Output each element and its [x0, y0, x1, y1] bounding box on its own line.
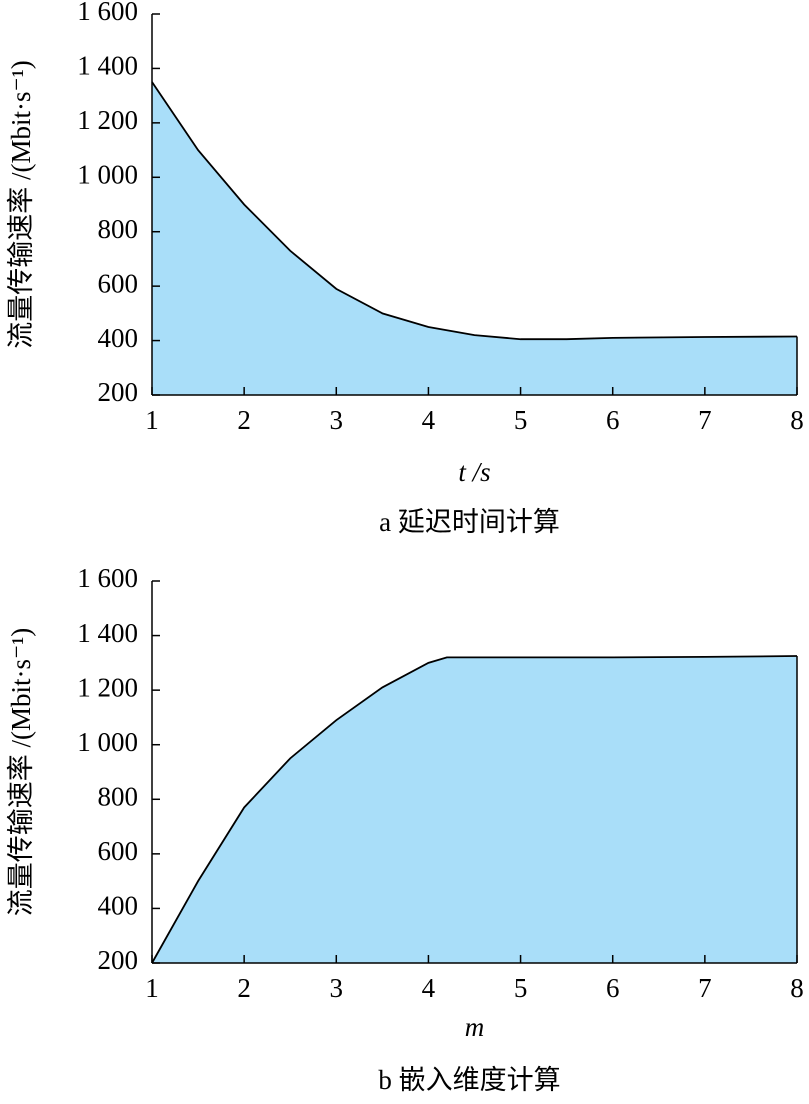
y-tick-label: 400: [98, 891, 139, 921]
x-tick-label: 8: [790, 405, 804, 435]
y-tick-label: 600: [98, 836, 139, 866]
x-tick-label: 6: [606, 973, 620, 1003]
area: [152, 82, 797, 396]
x-tick-label: 7: [698, 973, 712, 1003]
x-axis-label: m: [465, 1012, 485, 1042]
y-tick-label: 1 400: [77, 618, 138, 648]
x-tick-label: 2: [237, 405, 251, 435]
x-tick-label: 4: [422, 973, 436, 1003]
x-tick-label: 5: [514, 405, 528, 435]
x-tick-label: 2: [237, 973, 251, 1003]
y-tick-label: 1 200: [77, 105, 138, 135]
y-axis-label: 流量传输速率 /(Mbit·s⁻¹): [6, 628, 36, 917]
y-tick-label: 1 200: [77, 672, 138, 702]
y-tick-label: 200: [98, 945, 139, 975]
line: [151, 81, 798, 341]
y-axis-label: 流量传输速率 /(Mbit·s⁻¹): [6, 60, 36, 349]
y-tick-label: 800: [98, 214, 139, 244]
line: [151, 655, 798, 964]
area: [152, 656, 797, 963]
caption: a 延迟时间计算: [379, 507, 560, 537]
y-tick-label: 1 000: [77, 159, 138, 189]
caption: b 嵌入维度计算: [378, 1065, 560, 1095]
y-tick-label: 800: [98, 781, 139, 811]
y-tick-label: 400: [98, 323, 139, 353]
y-tick-label: 1 400: [77, 51, 138, 81]
x-tick-label: 5: [514, 973, 528, 1003]
y-tick-label: 200: [98, 377, 139, 407]
x-tick-label: 8: [790, 973, 804, 1003]
x-axis-label: t /s: [458, 457, 490, 487]
y-tick-label: 1 000: [77, 727, 138, 757]
y-tick-label: 1 600: [77, 563, 138, 593]
x-tick-label: 7: [698, 405, 712, 435]
x-tick-label: 1: [145, 973, 159, 1003]
y-tick-label: 1 600: [77, 0, 138, 26]
x-tick-label: 1: [145, 405, 159, 435]
x-tick-label: 6: [606, 405, 620, 435]
x-tick-label: 3: [330, 973, 344, 1003]
x-tick-label: 3: [330, 405, 344, 435]
y-tick-label: 600: [98, 268, 139, 298]
x-tick-label: 4: [422, 405, 436, 435]
